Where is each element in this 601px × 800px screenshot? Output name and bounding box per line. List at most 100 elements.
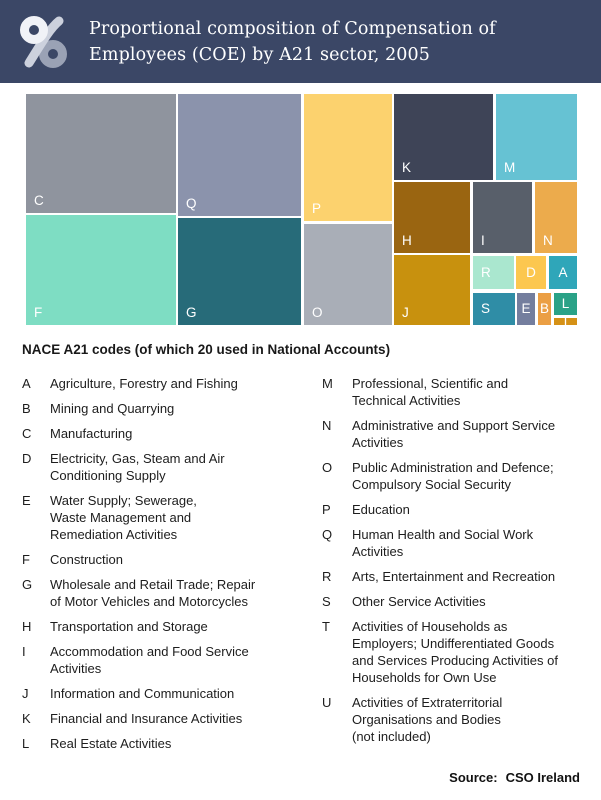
tile-letter-label: L [561,296,570,312]
legend-letter: I [22,644,26,659]
legend-name: Professional, Scientific and Technical A… [352,376,509,408]
legend-name: Electricity, Gas, Steam and Air Conditio… [50,451,225,483]
legend-item-H: H Transportation and Storage [22,618,322,635]
tile-letter-label: Q [186,195,197,211]
tile-letter-label: A [558,264,568,280]
source-note: Source: CSO Ireland [449,770,580,785]
tile-letter-label: D [526,264,536,280]
legend-item-K: K Financial and Insurance Activities [22,710,322,727]
tile-letter-label: E [521,301,531,317]
tile-letter-label: I [481,233,485,248]
legend-letter: P [322,502,331,517]
cso-ireland-logo-icon [20,15,67,68]
treemap-tile-S: S [473,293,515,325]
legend-letter: E [22,493,31,508]
legend-name: Human Health and Social Work Activities [352,527,534,559]
legend-column-left: A Agriculture, Forestry and Fishing B Minin… [22,375,322,760]
legend-name: Mining and Quarrying [50,401,175,416]
tile-letter-label: M [504,160,516,175]
treemap-tile-I: I [473,182,533,253]
legend-columns: A Agriculture, Forestry and Fishing B Minin… [22,375,577,760]
tile-letter-label: J [402,304,409,320]
legend-name: Activities of Extraterritorial Organisat… [352,695,503,744]
treemap-tile-H: H [394,182,470,253]
legend-letter: M [322,376,333,391]
tile-letter-label: K [402,160,412,175]
legend-name: Education [352,502,410,517]
legend-item-N: N Administrative and Support Service Acti… [322,417,577,451]
legend-letter: J [22,686,29,701]
legend-name: Construction [50,552,123,567]
treemap-tile-T: T [554,315,577,328]
treemap-tile-P: P [303,94,392,221]
treemap-tile-C: C [26,94,176,213]
treemap-tile-G: G [178,218,301,325]
treemap-tile-R: R [473,256,514,289]
legend-heading: NACE A21 codes (of which 20 used in Nati… [22,342,391,357]
legend-letter: H [22,619,32,634]
legend-letter: F [22,552,30,567]
tile-letter-label: S [481,301,491,317]
legend-item-M: M Professional, Scientific and Technical … [322,375,577,409]
legend-name: Manufacturing [50,426,133,441]
legend-item-L: L Real Estate Activities [22,735,322,752]
legend-letter: T [322,619,330,634]
legend-name: Other Service Activities [352,594,486,609]
legend-section: NACE A21 codes (of which 20 used in Nati… [0,342,601,760]
legend-letter: B [22,401,31,416]
legend-item-B: B Mining and Quarrying [22,400,322,417]
legend-letter: O [322,460,333,475]
legend-item-G: G Wholesale and Retail Trade; Repair of M… [22,576,322,610]
legend-name: Transportation and Storage [50,619,208,634]
treemap-tile-L: L [554,293,577,315]
treemap-tile-B: B [537,293,551,325]
legend-item-P: P Education [322,501,577,518]
legend-name: Water Supply; Sewerage, Waste Management… [50,493,197,542]
treemap-tile-J: J [394,255,470,325]
tile-letter-label: C [34,193,44,208]
treemap-tile-A: A [549,256,577,289]
legend-item-A: A Agriculture, Forestry and Fishing [22,375,322,392]
legend-letter: Q [322,527,333,542]
legend-item-T: T Activities of Households as Employers; … [322,618,577,686]
page-title: Proportional composition of Compensation… [89,18,496,65]
legend-letter: N [322,418,332,433]
legend-item-O: O Public Administration and Defence; Comp… [322,459,577,493]
legend-name: Activities of Households as Employers; U… [352,619,558,685]
header-banner: Proportional composition of Compensation… [0,0,601,83]
legend-item-C: C Manufacturing [22,425,322,442]
treemap-tile-Q: Q [178,94,301,216]
treemap-tile-K: K [394,94,493,180]
legend-name: Arts, Entertainment and Recreation [352,569,556,584]
legend-item-J: J Information and Communication [22,685,322,702]
legend-name: Real Estate Activities [50,736,172,751]
legend-name: Wholesale and Retail Trade; Repair of Mo… [50,577,256,609]
tile-letter-label: R [481,264,491,280]
legend-letter: R [322,569,332,584]
legend-letter: U [322,695,332,710]
legend-letter: A [22,376,31,391]
tile-letter-label: B [539,301,549,317]
legend-name: Public Administration and Defence; Compu… [352,460,554,492]
treemap-tile-E: E [516,293,535,325]
legend-name: Administrative and Support Service Activ… [352,418,556,450]
tile-letter-label: G [186,304,197,320]
legend-letter: K [22,711,31,726]
treemap-tile-F: F [26,214,176,325]
legend-name: Accommodation and Food Service Activitie… [50,644,249,676]
legend-item-F: F Construction [22,551,322,568]
legend-letter: S [322,594,331,609]
legend-item-D: D Electricity, Gas, Steam and Air Conditi… [22,450,322,484]
legend-letter: G [22,577,33,592]
tile-letter-label: O [311,304,323,320]
legend-column-right: M Professional, Scientific and Technical … [322,375,577,760]
legend-item-U: U Activities of Extraterritorial Organisa… [322,694,577,745]
source-label: Source: [449,770,498,785]
legend-name: Financial and Insurance Activities [50,711,243,726]
legend-name: Information and Communication [50,686,235,701]
tile-letter-label: H [402,233,412,248]
legend-item-E: E Water Supply; Sewerage, Waste Managemen… [22,492,322,543]
treemap-tile-M: M [496,94,577,180]
legend-item-S: S Other Service Activities [322,593,577,610]
